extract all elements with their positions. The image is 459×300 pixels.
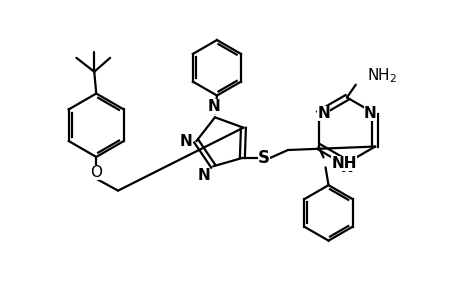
Text: NH$_2$: NH$_2$	[366, 66, 396, 85]
Text: S: S	[257, 149, 269, 167]
Text: N: N	[197, 168, 210, 183]
Text: N: N	[363, 106, 376, 121]
Text: NH: NH	[331, 156, 356, 171]
Text: N: N	[340, 160, 353, 175]
Text: N: N	[317, 106, 329, 121]
Text: O: O	[90, 165, 102, 180]
Text: N: N	[179, 134, 192, 149]
Text: N: N	[207, 99, 220, 114]
